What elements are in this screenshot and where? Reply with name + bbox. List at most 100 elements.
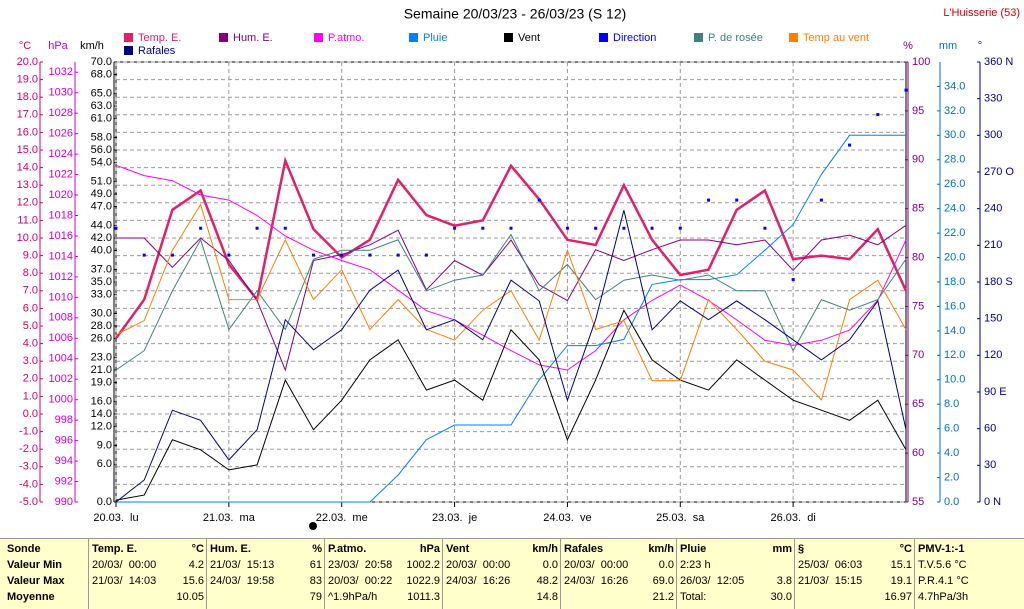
y-tick-label: 63.0	[91, 100, 112, 112]
direction-dot	[424, 253, 428, 257]
y-tick-label: 0.0	[23, 408, 38, 420]
y-tick-label: 65	[912, 398, 924, 410]
y-tick-label: 12.0	[17, 197, 38, 209]
direction-dot	[622, 226, 626, 230]
y-tick-label: 11.0	[17, 214, 38, 226]
direction-dot	[368, 253, 372, 257]
table-cell: 61	[309, 559, 322, 571]
table-cell: 83	[309, 575, 322, 587]
axis-unit: km/h	[80, 40, 104, 52]
y-tick-label: 58.0	[91, 131, 112, 143]
direction-dot	[678, 226, 682, 230]
y-tick-label: 994	[55, 455, 73, 467]
table-cell: 79	[309, 591, 322, 603]
y-tick-label: 55	[912, 496, 924, 508]
moon-icon	[309, 522, 317, 530]
legend-swatch	[504, 33, 513, 42]
legend-swatch	[694, 33, 703, 42]
y-tick-label: 49.0	[91, 188, 112, 200]
y-tick-label: 32.0	[944, 105, 965, 117]
table-cell: 20/03/ 00:00	[564, 559, 629, 571]
table-cell: 48.2	[536, 575, 558, 587]
direction-dot	[565, 226, 569, 230]
y-tick-label: 22.0	[944, 227, 965, 239]
legend-swatch	[599, 33, 608, 42]
direction-dot	[453, 226, 457, 230]
table-cell: P.R.4.1 °C	[918, 575, 969, 587]
table-cell: Vent	[446, 543, 470, 555]
table-cell: %	[312, 543, 322, 555]
legend-swatch	[789, 33, 798, 42]
y-tick-label: 1022	[49, 168, 73, 180]
table-cell: Total:	[680, 591, 707, 603]
y-tick-label: 28.0	[944, 154, 965, 166]
direction-dot	[876, 113, 880, 117]
y-tick-label: 4.0	[23, 338, 38, 350]
y-tick-label: 1018	[49, 209, 73, 221]
plot-frame	[115, 61, 907, 503]
table-cell: 2:23 h	[680, 559, 711, 571]
y-tick-label: -3.0	[19, 461, 38, 473]
y-tick-label: 47.0	[91, 200, 112, 212]
y-tick-label: 70.0	[91, 56, 112, 68]
y-tick-label: 180 S	[984, 276, 1013, 288]
x-tick-label: 24.03. ve	[543, 512, 591, 524]
legend-swatch	[219, 33, 228, 42]
y-tick-label: 1020	[49, 189, 73, 201]
y-tick-label: 992	[55, 475, 73, 487]
y-tick-label: 1024	[49, 148, 73, 160]
y-tick-label: 1012	[49, 271, 73, 283]
y-tick-label: 90 E	[984, 386, 1007, 398]
y-tick-label: 20.0	[944, 251, 965, 263]
y-tick-label: 300	[984, 129, 1002, 141]
direction-dot	[707, 198, 710, 202]
table-cell: Temp. E.	[92, 543, 138, 555]
y-tick-label: 1028	[49, 107, 73, 119]
y-tick-label: 9.0	[97, 439, 112, 451]
table-cell: 4.7hPa/3h	[918, 591, 969, 603]
y-tick-label: 1026	[49, 128, 73, 140]
y-tick-label: 61.0	[91, 112, 112, 124]
legend-label: Hum. E.	[233, 32, 273, 44]
table-cell: 16.97	[884, 591, 912, 603]
axis-unit: hPa	[48, 40, 68, 52]
direction-dot	[340, 253, 344, 257]
series-line	[116, 134, 906, 503]
table-cell: Rafales	[564, 543, 604, 555]
legend-swatch	[314, 33, 323, 42]
series-line	[115, 164, 907, 371]
y-tick-label: 210	[984, 239, 1002, 251]
table-cell: Moyenne	[7, 591, 55, 603]
y-tick-label: 270 O	[984, 166, 1014, 178]
y-tick-label: 1008	[49, 312, 73, 324]
y-tick-label: 75	[912, 300, 924, 312]
column-separator	[560, 539, 561, 609]
y-tick-label: 3.0	[23, 355, 38, 367]
table-cell: Valeur Max	[7, 575, 65, 587]
direction-dot	[735, 198, 739, 202]
table-cell: §	[798, 543, 805, 555]
table-cell: 21/03/ 14:03	[92, 575, 157, 587]
axis-unit: mm	[939, 40, 957, 52]
table-cell: 21/03/ 15:13	[210, 559, 275, 571]
y-tick-label: 8.0	[944, 398, 959, 410]
series-line	[115, 309, 907, 501]
x-tick-label: 20.03. lu	[93, 512, 138, 524]
y-tick-label: 14.0	[91, 408, 112, 420]
y-tick-label: 1014	[49, 250, 73, 262]
table-cell: 24/03/ 19:58	[210, 575, 275, 587]
y-tick-label: 51.0	[91, 175, 112, 187]
y-tick-label: 5.0	[23, 320, 38, 332]
y-tick-label: 28.0	[91, 320, 112, 332]
table-cell: km/h	[648, 543, 674, 555]
y-tick-label: 100	[912, 56, 930, 68]
table-cell: Pluie	[680, 543, 707, 555]
table-cell: 20/03/ 00:00	[446, 559, 511, 571]
y-tick-label: 35.0	[91, 276, 112, 288]
legend-label: Vent	[518, 32, 540, 44]
y-tick-label: 1004	[49, 353, 73, 365]
direction-dot	[396, 253, 400, 257]
legend-swatch	[409, 33, 418, 42]
direction-dot	[650, 226, 654, 230]
y-tick-label: 1016	[49, 230, 73, 242]
